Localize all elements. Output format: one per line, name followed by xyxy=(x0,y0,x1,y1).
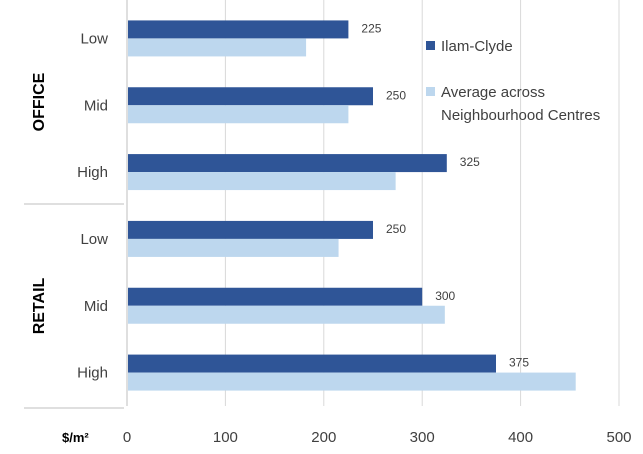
legend-label-average-line-2: Neighbourhood Centres xyxy=(441,107,600,124)
axes xyxy=(24,0,128,409)
legend: Ilam-Clyde Average across Neighbourhood … xyxy=(426,38,600,124)
bar-average-4 xyxy=(128,305,445,324)
data-label-1: 250 xyxy=(386,88,406,102)
data-label-3: 250 xyxy=(386,222,406,236)
bar-average-1 xyxy=(128,105,349,124)
category-label-office-high: High xyxy=(77,164,108,181)
group-label-retail: RETAIL xyxy=(31,277,48,334)
legend-label-average-line-1: Average across xyxy=(441,84,545,101)
bar-average-3 xyxy=(128,238,339,257)
category-label-office-low: Low xyxy=(80,30,108,47)
bar-average-0 xyxy=(128,38,307,57)
x-tick-label-500: 500 xyxy=(606,429,631,446)
bar-ilam-clyde-1 xyxy=(128,87,373,106)
legend-label-ilam-clyde: Ilam-Clyde xyxy=(441,38,513,55)
category-label-retail-low: Low xyxy=(80,231,108,248)
x-tick-label-200: 200 xyxy=(311,429,336,446)
data-label-5: 375 xyxy=(509,356,529,370)
x-tick-label-100: 100 xyxy=(213,429,238,446)
category-label-retail-mid: Mid xyxy=(84,298,108,315)
gridlines xyxy=(224,0,620,406)
legend-label-average: Average across Neighbourhood Centres xyxy=(441,84,600,124)
bars xyxy=(128,20,576,391)
bar-ilam-clyde-3 xyxy=(128,220,373,239)
x-tick-label-400: 400 xyxy=(508,429,533,446)
category-label-office-mid: Mid xyxy=(84,97,108,114)
data-label-4: 300 xyxy=(435,289,455,303)
x-axis-unit-label: $/m² xyxy=(62,430,89,445)
legend-swatch-ilam-clyde xyxy=(426,41,435,50)
x-tick-label-0: 0 xyxy=(123,429,131,446)
bar-average-2 xyxy=(128,172,396,191)
bar-ilam-clyde-2 xyxy=(128,154,447,173)
x-tick-label-300: 300 xyxy=(410,429,435,446)
bar-ilam-clyde-0 xyxy=(128,20,349,39)
legend-swatch-average xyxy=(426,87,435,96)
data-label-2: 325 xyxy=(460,155,480,169)
bar-average-5 xyxy=(128,372,576,391)
group-label-office: OFFICE xyxy=(31,72,48,131)
bar-ilam-clyde-5 xyxy=(128,354,496,373)
labels: 0 100 200 300 400 500 Low 225 Mid 250 High 325 Low 25… xyxy=(31,21,632,446)
bar-ilam-clyde-4 xyxy=(128,287,423,306)
data-label-0: 225 xyxy=(361,21,381,35)
category-label-retail-high: High xyxy=(77,365,108,382)
